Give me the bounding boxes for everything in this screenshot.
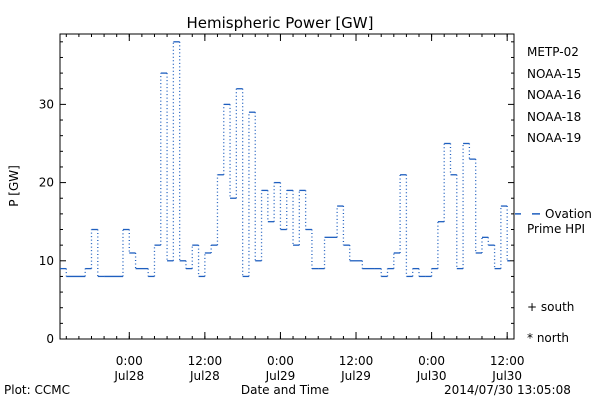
y-axis-label: P [GW] (7, 165, 21, 207)
x-tick-day-label: Jul28 (189, 369, 220, 383)
x-tick-day-label: Jul28 (113, 369, 144, 383)
y-tick-label: 20 (39, 176, 54, 190)
plot-area (59, 33, 515, 340)
x-tick-hour-label: 12:00 (339, 354, 374, 368)
x-tick-day-label: Jul30 (491, 369, 522, 383)
x-axis-ticks: 0:00Jul2812:00Jul280:00Jul2912:00Jul290:… (65, 34, 525, 383)
x-tick-day-label: Jul30 (416, 369, 447, 383)
x-tick-day-label: Jul29 (340, 369, 371, 383)
annotation-north: * north (527, 331, 569, 345)
annotation-south: + south (527, 300, 574, 314)
legend-noaa-15: NOAA-15 (527, 67, 581, 81)
y-tick-label: 10 (39, 254, 54, 268)
legend-metp-02: METP-02 (527, 45, 579, 59)
y-tick-label: 30 (39, 97, 54, 111)
legend-ovation-line2: Prime HPI (527, 222, 585, 236)
x-tick-hour-label: 0:00 (267, 354, 294, 368)
legend-noaa-19: NOAA-19 (527, 131, 581, 145)
x-tick-hour-label: 12:00 (490, 354, 525, 368)
chart-title: Hemispheric Power [GW] (187, 14, 374, 32)
series-group (60, 41, 510, 278)
x-tick-hour-label: 0:00 (418, 354, 445, 368)
x-tick-day-label: Jul29 (265, 369, 296, 383)
legend-noaa-18: NOAA-18 (527, 110, 581, 124)
footer-plot-source: Plot: CCMC (4, 383, 70, 397)
x-axis-label: Date and Time (241, 383, 329, 397)
x-tick-hour-label: 12:00 (188, 354, 223, 368)
legend-ovation-line1: Ovation (545, 207, 592, 221)
x-tick-hour-label: 0:00 (116, 354, 143, 368)
legend-noaa-16: NOAA-16 (527, 88, 581, 102)
footer-timestamp: 2014/07/30 13:05:08 (444, 383, 571, 397)
y-axis-ticks: 0 10 20 30 (39, 41, 514, 346)
y-tick-label: 0 (46, 332, 54, 346)
